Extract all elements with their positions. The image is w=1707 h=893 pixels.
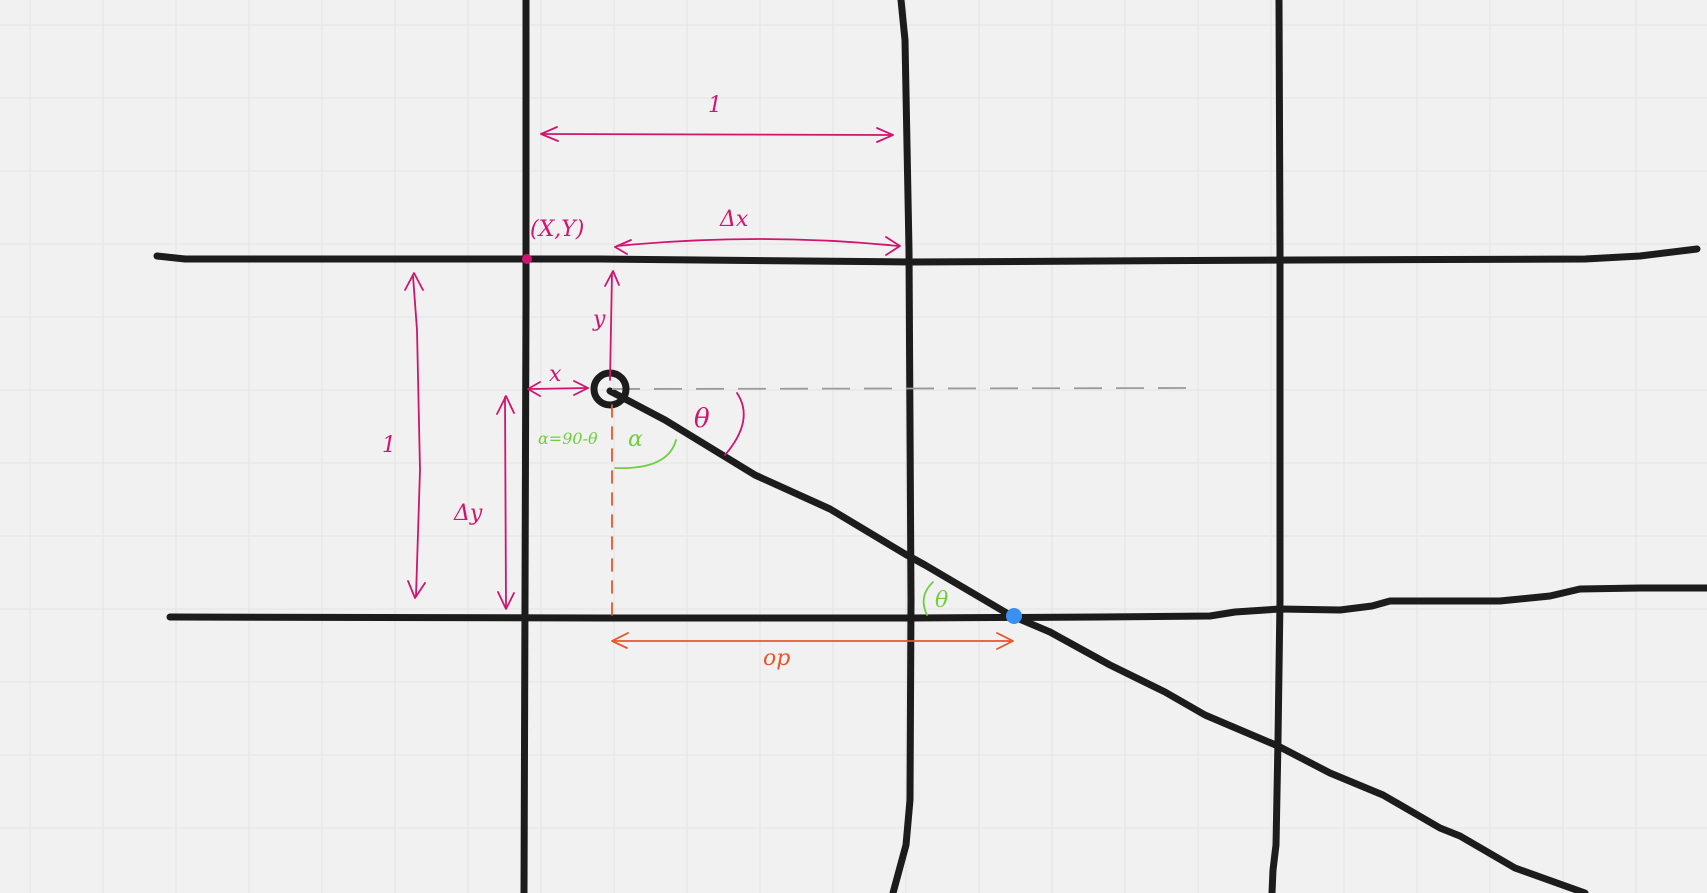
- theta-arc: [724, 392, 745, 456]
- delta-y-arrow: [496, 395, 515, 610]
- black-grid-lines: [153, 0, 1707, 893]
- left-unit-label: 1: [382, 433, 396, 458]
- cell-origin-dot: [522, 254, 532, 264]
- x-arrow: [527, 380, 589, 397]
- theta-lower-label: θ: [935, 588, 948, 613]
- theta-upper-label: θ: [694, 404, 710, 434]
- local-y-label: y: [592, 307, 606, 332]
- top-unit-label: 1: [708, 93, 722, 118]
- vertical-line-1: [520, 0, 530, 893]
- local-x-label: x: [549, 362, 562, 387]
- left-unit-arrow: [404, 272, 426, 599]
- theta-lower-arc: [922, 581, 934, 616]
- horizontal-line-top: [153, 245, 1701, 266]
- ray-line: [606, 387, 1589, 893]
- magenta-annotations: [404, 126, 901, 610]
- delta-x-label: Δx: [719, 207, 749, 232]
- op-label: op: [763, 646, 790, 671]
- y-arrow: [604, 270, 620, 381]
- orange-annotations: [611, 404, 1014, 650]
- top-unit-arrow: [540, 126, 894, 143]
- cell-origin-label: (X,Y): [530, 217, 584, 242]
- alpha-formula-label: α=90-θ: [538, 429, 598, 448]
- delta-x-arrow: [614, 236, 901, 256]
- horizontal-line-bottom: [166, 584, 1707, 622]
- delta-y-label: Δy: [453, 501, 483, 526]
- intersection-point[interactable]: [1006, 608, 1022, 624]
- alpha-label: α: [628, 427, 643, 452]
- green-annotations: [614, 439, 934, 616]
- vertical-line-2: [889, 0, 915, 893]
- horizontal-reference-dashed: [611, 387, 1201, 390]
- vertical-line-3: [1268, 0, 1284, 893]
- alpha-arc: [614, 439, 677, 469]
- op-arrow: [611, 632, 1014, 650]
